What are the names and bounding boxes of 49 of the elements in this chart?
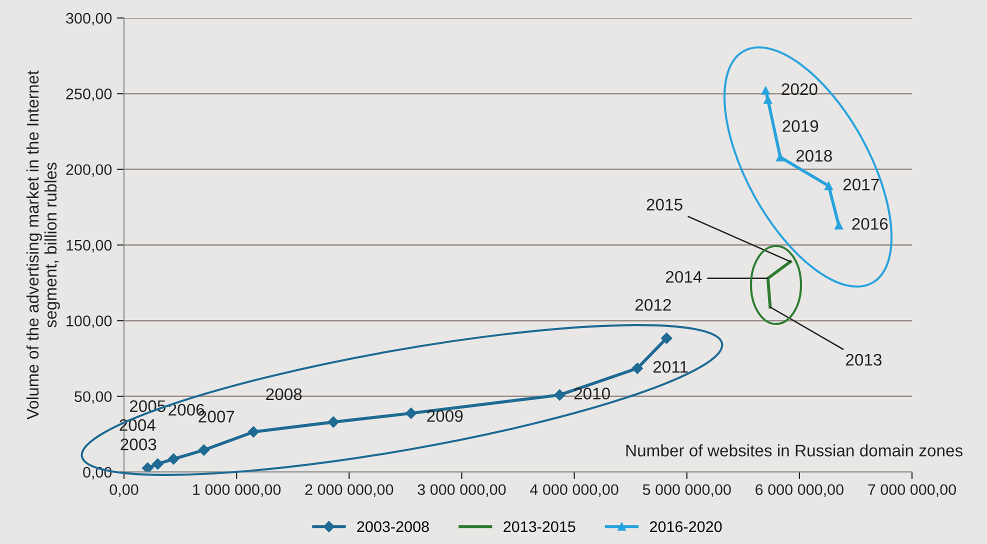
annotation: 2019 (782, 120, 818, 132)
point (761, 86, 770, 95)
point (198, 444, 210, 456)
x-tick-label: 3 000 000,00 (418, 484, 506, 497)
legend-label: 2013-2015 (504, 521, 576, 532)
legend-label: 2003-2008 (357, 521, 429, 532)
y-tick-label: 50,00 (74, 391, 112, 404)
annotation: 2008 (266, 388, 302, 400)
annotation: 2020 (782, 83, 818, 96)
point (824, 182, 833, 190)
point (660, 332, 672, 344)
annotation: 2003 (120, 438, 156, 450)
legend-label: 2016-2020 (650, 521, 722, 532)
y-tick-label: 100,00 (66, 316, 112, 328)
x-tick-label: 1 000 000,00 (193, 484, 281, 497)
annotation: 2016 (852, 218, 888, 230)
point (764, 96, 772, 104)
annotation: 2004 (120, 419, 156, 431)
annotation: 2013 (846, 354, 882, 366)
y-tick-label: 300,00 (66, 12, 112, 26)
annotation: 2012 (635, 298, 671, 311)
y-tick-label: 200,00 (66, 164, 112, 177)
point (405, 408, 417, 419)
x-tick-label: 5 000 000,00 (642, 484, 731, 497)
annotation: 2015 (646, 198, 682, 211)
annotation: 2011 (653, 361, 688, 373)
x-tick-label: 7 000 000,00 (868, 484, 956, 497)
x-tick-label: 2 000 000,00 (305, 484, 394, 497)
point (554, 389, 566, 401)
x-tick-label: 0,00 (110, 484, 138, 497)
point (632, 362, 643, 374)
y-axis-title: Volume of the advertising market in the Internet segment, billion rubles (26, 70, 60, 420)
point (248, 426, 260, 438)
y-tick-label: 250,00 (66, 88, 112, 102)
point (152, 458, 164, 470)
x-tick-label: 4 000 000,00 (530, 484, 618, 497)
annotation: 2009 (427, 410, 463, 422)
annotation: 2017 (843, 178, 879, 190)
annotation: 2010 (574, 388, 610, 400)
x-tick-label: 6 000 000,00 (756, 484, 844, 497)
point (168, 453, 180, 465)
point (328, 416, 339, 428)
annotation: 2014 (666, 270, 702, 283)
point (776, 153, 784, 162)
point (834, 221, 843, 230)
point (142, 462, 154, 472)
x-axis-title: Number of websites in Russian domain zones (626, 444, 963, 456)
y-tick-label: 150,00 (66, 240, 112, 252)
annotation: 2018 (796, 150, 832, 162)
